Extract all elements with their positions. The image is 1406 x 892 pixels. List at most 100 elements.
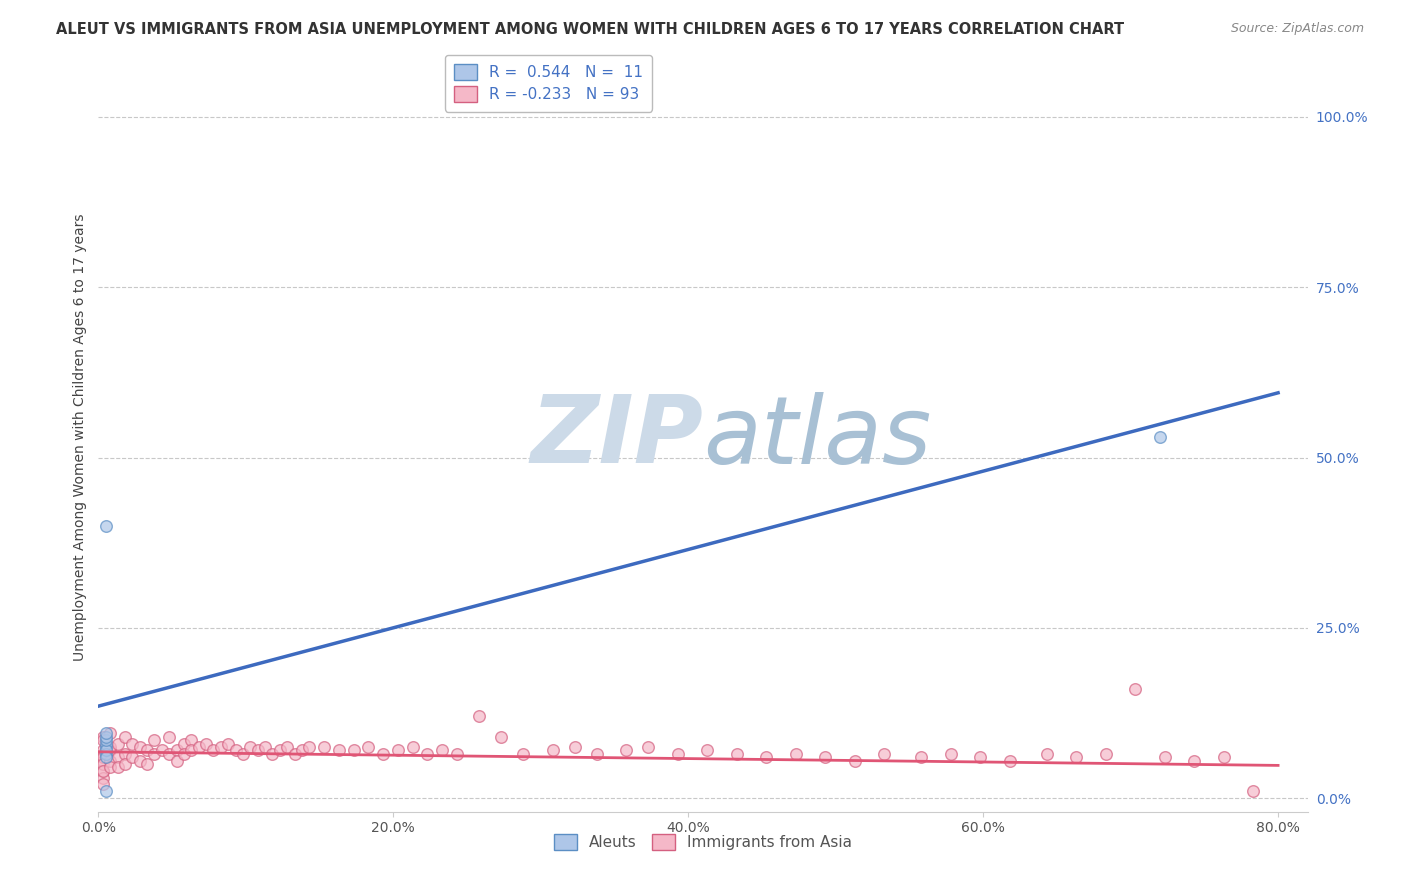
- Point: [94, 733, 117, 747]
- Point: [136, 743, 159, 757]
- Point: [180, 733, 202, 747]
- Point: [136, 757, 159, 772]
- Point: [225, 743, 247, 757]
- Point: [217, 737, 239, 751]
- Point: [91, 750, 114, 764]
- Point: [202, 743, 225, 757]
- Point: [998, 754, 1021, 768]
- Point: [232, 747, 254, 761]
- Point: [785, 747, 807, 761]
- Point: [107, 750, 129, 764]
- Legend: Aleuts, Immigrants from Asia: Aleuts, Immigrants from Asia: [548, 829, 858, 856]
- Y-axis label: Unemployment Among Women with Children Ages 6 to 17 years: Unemployment Among Women with Children A…: [73, 213, 87, 661]
- Point: [128, 754, 150, 768]
- Text: atlas: atlas: [703, 392, 931, 483]
- Point: [371, 747, 394, 761]
- Point: [98, 743, 121, 757]
- Point: [1035, 747, 1057, 761]
- Point: [416, 747, 439, 761]
- Point: [430, 743, 453, 757]
- Point: [1153, 750, 1175, 764]
- Point: [755, 750, 778, 764]
- Point: [246, 743, 269, 757]
- Point: [94, 784, 117, 798]
- Point: [91, 754, 114, 768]
- Point: [98, 739, 121, 754]
- Point: [844, 754, 866, 768]
- Text: ALEUT VS IMMIGRANTS FROM ASIA UNEMPLOYMENT AMONG WOMEN WITH CHILDREN AGES 6 TO 1: ALEUT VS IMMIGRANTS FROM ASIA UNEMPLOYME…: [56, 22, 1125, 37]
- Point: [98, 760, 121, 774]
- Point: [939, 747, 962, 761]
- Point: [91, 764, 114, 778]
- Point: [107, 737, 129, 751]
- Point: [166, 754, 188, 768]
- Point: [180, 743, 202, 757]
- Point: [814, 750, 837, 764]
- Point: [328, 743, 350, 757]
- Point: [91, 733, 114, 747]
- Point: [725, 747, 748, 761]
- Point: [157, 747, 180, 761]
- Point: [94, 737, 117, 751]
- Point: [291, 743, 314, 757]
- Point: [107, 760, 129, 774]
- Point: [342, 743, 364, 757]
- Point: [209, 739, 232, 754]
- Point: [387, 743, 409, 757]
- Point: [564, 739, 586, 754]
- Point: [1149, 430, 1171, 444]
- Point: [91, 757, 114, 772]
- Point: [1212, 750, 1234, 764]
- Point: [468, 709, 491, 723]
- Point: [195, 737, 218, 751]
- Point: [94, 730, 117, 744]
- Point: [910, 750, 932, 764]
- Point: [91, 771, 114, 785]
- Point: [98, 726, 121, 740]
- Point: [94, 739, 117, 754]
- Point: [1123, 682, 1146, 697]
- Point: [91, 764, 114, 778]
- Point: [166, 743, 188, 757]
- Point: [143, 747, 166, 761]
- Point: [446, 747, 468, 761]
- Point: [91, 730, 114, 744]
- Point: [1182, 754, 1205, 768]
- Text: ZIP: ZIP: [530, 391, 703, 483]
- Point: [262, 747, 284, 761]
- Point: [157, 730, 180, 744]
- Point: [585, 747, 607, 761]
- Point: [512, 747, 534, 761]
- Point: [969, 750, 991, 764]
- Point: [401, 739, 423, 754]
- Point: [696, 743, 718, 757]
- Point: [357, 739, 380, 754]
- Point: [1064, 750, 1087, 764]
- Point: [312, 739, 335, 754]
- Point: [94, 750, 117, 764]
- Point: [187, 739, 209, 754]
- Point: [269, 743, 291, 757]
- Point: [666, 747, 689, 761]
- Point: [489, 730, 512, 744]
- Point: [98, 754, 121, 768]
- Point: [94, 726, 117, 740]
- Point: [150, 743, 173, 757]
- Point: [121, 737, 143, 751]
- Point: [614, 743, 637, 757]
- Point: [637, 739, 659, 754]
- Point: [94, 747, 117, 761]
- Point: [283, 747, 305, 761]
- Point: [91, 743, 114, 757]
- Point: [1241, 784, 1264, 798]
- Point: [91, 747, 114, 761]
- Point: [94, 743, 117, 757]
- Point: [541, 743, 564, 757]
- Point: [121, 750, 143, 764]
- Point: [173, 747, 195, 761]
- Point: [114, 747, 136, 761]
- Text: Source: ZipAtlas.com: Source: ZipAtlas.com: [1230, 22, 1364, 36]
- Point: [173, 737, 195, 751]
- Point: [94, 518, 117, 533]
- Point: [298, 739, 321, 754]
